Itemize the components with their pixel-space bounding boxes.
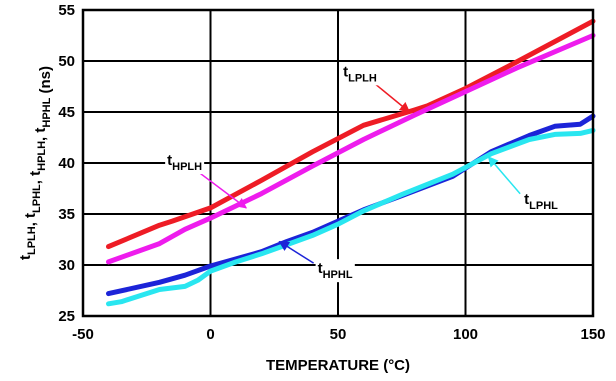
x-tick-label: -50 — [72, 326, 94, 343]
x-tick-label: 100 — [453, 326, 478, 343]
label-arrow-hplh — [196, 170, 248, 209]
series-labels: tLPLH tHPLH tHPHL tLPHL — [165, 62, 561, 283]
x-tick-label: 150 — [580, 326, 605, 343]
y-axis-title: tLPLH, tLPHL, tHPLH, tHPHL (ns) — [17, 66, 54, 260]
x-tick-label: 50 — [330, 326, 347, 343]
y-tick-label: 50 — [58, 53, 75, 70]
y-tick-label: 45 — [58, 104, 75, 121]
series-label-lplh: tLPLH — [343, 63, 377, 84]
series-line-hphl — [106, 113, 596, 297]
series-line-lplh — [106, 18, 596, 250]
y-tick-label: 40 — [58, 155, 75, 172]
series-label-bg — [165, 151, 205, 175]
label-arrow-lplh — [372, 81, 411, 113]
plot-frame — [81, 8, 595, 318]
series-label-lphl: tLPHL — [524, 191, 558, 212]
x-tick-labels: -50 0 50 100 150 — [72, 326, 605, 343]
series-label-hplh: tHPLH — [167, 152, 202, 173]
series-label-hphl: tHPHL — [318, 260, 353, 281]
x-axis-title: TEMPERATURE (°C) — [266, 357, 410, 374]
y-tick-label: 55 — [58, 2, 75, 19]
y-tick-label: 25 — [58, 308, 75, 325]
y-tick-label: 30 — [58, 257, 75, 274]
y-tick-label: 35 — [58, 206, 75, 223]
series-line-lphl — [106, 127, 596, 307]
series-line-hplh — [106, 33, 596, 265]
label-arrow-lphl — [487, 156, 521, 195]
y-tick-labels: 25 30 35 40 45 50 55 — [58, 2, 75, 325]
x-tick-label: 0 — [206, 326, 214, 343]
series-label-bg — [522, 189, 561, 213]
label-arrow-hphl — [278, 240, 315, 264]
series-layer — [106, 18, 596, 307]
series-label-bg — [315, 259, 355, 283]
series-label-bg — [341, 62, 379, 86]
